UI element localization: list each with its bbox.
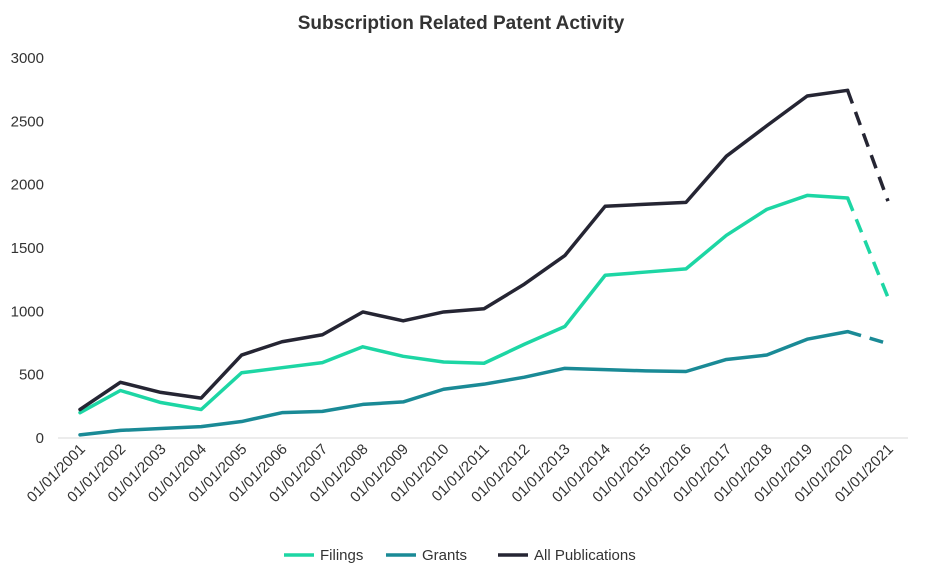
series-grants bbox=[78, 329, 889, 437]
x-axis: 01/01/200101/01/200201/01/200301/01/2004… bbox=[24, 441, 897, 506]
chart-title: Subscription Related Patent Activity bbox=[298, 13, 625, 34]
legend-label: Grants bbox=[422, 547, 467, 564]
series-line bbox=[78, 88, 850, 412]
series-projection-line bbox=[845, 197, 890, 299]
y-tick-label: 1500 bbox=[11, 240, 44, 257]
y-tick-label: 1000 bbox=[11, 303, 44, 320]
series-filings bbox=[78, 193, 890, 415]
y-tick-label: 0 bbox=[36, 430, 44, 447]
legend-item: Filings bbox=[284, 547, 363, 564]
legend-item: All Publications bbox=[498, 547, 636, 564]
series-line bbox=[78, 193, 850, 415]
y-tick-label: 2000 bbox=[11, 177, 44, 194]
legend-item: Grants bbox=[386, 547, 467, 564]
series-projection-line bbox=[847, 329, 889, 346]
legend-label: All Publications bbox=[534, 547, 636, 564]
series-layer bbox=[78, 88, 890, 437]
legend-label: Filings bbox=[320, 547, 363, 564]
series-all-publications bbox=[78, 88, 890, 412]
y-tick-label: 3000 bbox=[11, 50, 44, 67]
y-tick-label: 500 bbox=[19, 367, 44, 384]
series-projection-line bbox=[845, 89, 890, 202]
series-line bbox=[78, 329, 850, 437]
y-tick-label: 2500 bbox=[11, 113, 44, 130]
legend: Filings Grants All Publications bbox=[284, 547, 636, 564]
y-axis: 0 500 1000 1500 2000 2500 3000 bbox=[11, 50, 44, 447]
